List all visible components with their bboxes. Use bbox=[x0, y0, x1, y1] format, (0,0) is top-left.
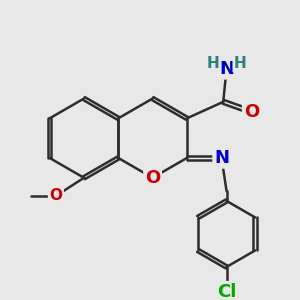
Text: O: O bbox=[50, 188, 62, 203]
Text: H: H bbox=[234, 56, 247, 71]
Text: O: O bbox=[145, 169, 160, 187]
Text: Cl: Cl bbox=[217, 283, 236, 300]
Text: O: O bbox=[244, 103, 259, 121]
Text: N: N bbox=[219, 60, 234, 78]
Text: H: H bbox=[206, 56, 219, 71]
Text: N: N bbox=[214, 149, 229, 167]
